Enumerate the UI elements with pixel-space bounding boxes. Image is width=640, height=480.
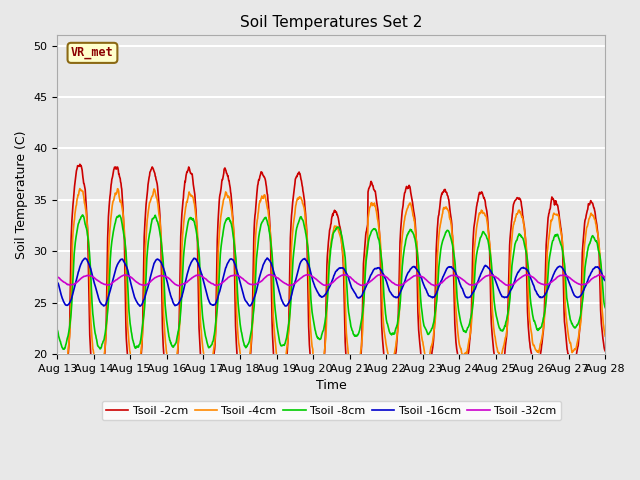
Tsoil -32cm [489,273,497,278]
Tsoil -16cm [263,255,271,261]
Tsoil -4cm [602,333,609,339]
Tsoil -2cm [132,397,140,403]
Tsoil -16cm [602,278,609,284]
Line: Tsoil -8cm: Tsoil -8cm [58,215,605,349]
Tsoil -8cm [237,329,245,335]
X-axis label: Time: Time [316,379,347,392]
Tsoil -32cm [162,274,170,279]
Tsoil -4cm [417,327,425,333]
Line: Tsoil -16cm: Tsoil -16cm [58,258,605,306]
Tsoil -8cm [176,317,184,323]
Tsoil -16cm [489,271,497,277]
Text: VR_met: VR_met [71,47,114,60]
Line: Tsoil -2cm: Tsoil -2cm [58,164,605,400]
Tsoil -4cm [54,357,61,362]
Line: Tsoil -4cm: Tsoil -4cm [58,189,605,379]
Tsoil -8cm [54,327,61,333]
Tsoil -8cm [60,347,67,352]
Tsoil -32cm [175,283,183,288]
Legend: Tsoil -2cm, Tsoil -4cm, Tsoil -8cm, Tsoil -16cm, Tsoil -32cm: Tsoil -2cm, Tsoil -4cm, Tsoil -8cm, Tsoi… [102,401,561,420]
Tsoil -4cm [76,186,84,192]
Tsoil -16cm [136,303,144,309]
Tsoil -8cm [602,305,609,311]
Tsoil -8cm [417,300,425,305]
Tsoil -32cm [602,275,609,280]
Tsoil -16cm [417,275,425,280]
Tsoil -2cm [163,382,170,388]
Tsoil -16cm [176,299,184,305]
Y-axis label: Soil Temperature (C): Soil Temperature (C) [15,131,28,259]
Line: Tsoil -32cm: Tsoil -32cm [58,275,605,286]
Tsoil -2cm [489,336,497,341]
Title: Soil Temperatures Set 2: Soil Temperatures Set 2 [240,15,422,30]
Tsoil -4cm [237,356,244,361]
Tsoil -4cm [537,340,545,346]
Tsoil -32cm [266,272,274,277]
Tsoil -4cm [176,323,184,329]
Tsoil -2cm [537,349,545,355]
Tsoil -32cm [54,275,61,280]
Tsoil -32cm [537,281,545,287]
Tsoil -2cm [602,348,609,354]
Tsoil -32cm [417,273,424,279]
Tsoil -16cm [537,295,545,300]
Tsoil -4cm [489,309,497,315]
Tsoil -2cm [54,387,61,393]
Tsoil -8cm [537,324,545,330]
Tsoil -4cm [314,376,322,382]
Tsoil -16cm [163,276,170,281]
Tsoil -2cm [417,353,425,359]
Tsoil -4cm [163,348,170,353]
Tsoil -32cm [431,283,439,288]
Tsoil -16cm [54,280,61,286]
Tsoil -8cm [79,212,86,218]
Tsoil -8cm [163,318,170,324]
Tsoil -2cm [176,275,184,281]
Tsoil -16cm [237,282,244,288]
Tsoil -8cm [489,276,497,282]
Tsoil -2cm [237,384,245,389]
Tsoil -32cm [237,274,244,280]
Tsoil -2cm [76,161,84,167]
